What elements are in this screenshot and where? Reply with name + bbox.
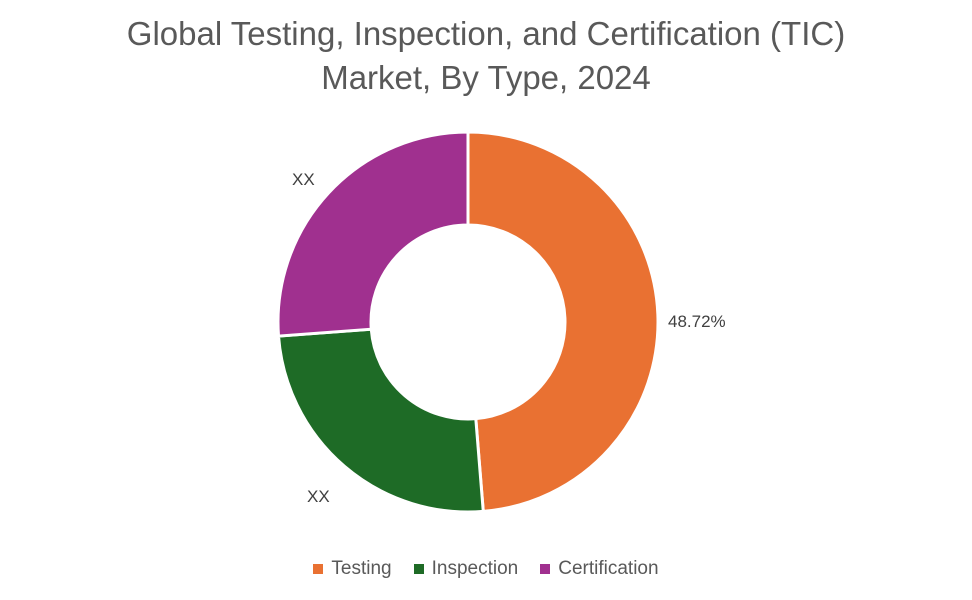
legend-label: Testing: [331, 558, 392, 579]
legend-item-testing: Testing: [313, 558, 392, 580]
data-label-inspection: XX: [307, 487, 330, 506]
chart-title: Global Testing, Inspection, and Certific…: [0, 12, 972, 100]
chart-title-line2: Market, By Type, 2024: [321, 59, 651, 96]
slice-testing: [466, 130, 660, 514]
slice-certification: [276, 130, 470, 338]
donut-slices: [276, 130, 660, 514]
chart-title-line1: Global Testing, Inspection, and Certific…: [126, 15, 846, 52]
chart-legend: Testing Inspection Certification: [0, 558, 972, 580]
legend-item-inspection: Inspection: [413, 558, 519, 580]
legend-swatch-testing: [313, 564, 324, 574]
slice-inspection: [276, 327, 485, 514]
legend-label: Inspection: [431, 558, 519, 579]
legend-item-certification: Certification: [540, 558, 659, 580]
data-label-testing: 48.72%: [668, 312, 726, 331]
legend-label: Certification: [558, 558, 659, 579]
legend-swatch-inspection: [413, 564, 424, 574]
data-label-certification: XX: [292, 170, 315, 189]
legend-swatch-certification: [540, 564, 551, 574]
